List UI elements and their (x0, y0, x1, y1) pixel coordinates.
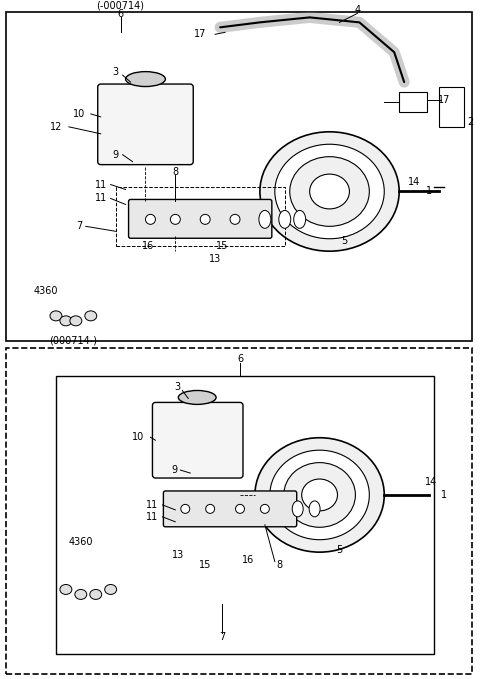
Ellipse shape (284, 462, 355, 528)
Text: 3: 3 (174, 382, 180, 392)
Ellipse shape (85, 311, 97, 321)
Text: 2: 2 (468, 117, 474, 127)
Text: 9: 9 (171, 465, 178, 475)
Ellipse shape (294, 210, 306, 228)
Circle shape (181, 504, 190, 513)
Text: 7: 7 (76, 221, 82, 232)
Text: 13: 13 (209, 254, 221, 264)
Text: 17: 17 (194, 29, 206, 39)
Text: 13: 13 (172, 549, 184, 559)
Text: 8: 8 (172, 166, 179, 177)
Text: 11: 11 (146, 500, 158, 510)
Bar (6, 348, 472, 674)
Text: 16: 16 (242, 555, 254, 565)
FancyBboxPatch shape (163, 491, 297, 527)
Text: 6: 6 (118, 10, 124, 20)
Ellipse shape (50, 311, 62, 321)
Ellipse shape (275, 144, 384, 239)
Bar (56, 375, 434, 654)
Text: (-000714): (-000714) (96, 1, 144, 10)
Circle shape (260, 504, 269, 513)
Text: 11: 11 (146, 512, 158, 522)
Bar (439, 87, 464, 127)
Ellipse shape (60, 585, 72, 594)
Ellipse shape (255, 438, 384, 552)
Ellipse shape (75, 589, 87, 600)
Ellipse shape (90, 589, 102, 600)
FancyBboxPatch shape (98, 84, 193, 164)
Circle shape (200, 215, 210, 224)
Text: 1: 1 (441, 490, 447, 500)
Ellipse shape (309, 501, 320, 517)
Circle shape (236, 504, 244, 513)
Ellipse shape (279, 210, 291, 228)
Ellipse shape (259, 210, 271, 228)
Text: 1: 1 (426, 187, 432, 196)
Text: 11: 11 (95, 194, 107, 204)
Ellipse shape (292, 501, 303, 517)
Text: (000714-): (000714-) (49, 335, 97, 346)
Text: 11: 11 (95, 179, 107, 189)
Ellipse shape (105, 585, 117, 594)
Ellipse shape (302, 479, 337, 511)
Ellipse shape (310, 174, 349, 209)
Bar (116, 187, 285, 246)
Text: 15: 15 (216, 241, 228, 251)
Ellipse shape (178, 390, 216, 405)
Ellipse shape (60, 316, 72, 326)
Text: 8: 8 (277, 559, 283, 570)
Circle shape (170, 215, 180, 224)
Text: 6: 6 (237, 354, 243, 364)
Text: 12: 12 (50, 122, 62, 132)
Ellipse shape (270, 450, 369, 540)
Circle shape (145, 215, 156, 224)
Circle shape (230, 215, 240, 224)
Text: 4360: 4360 (34, 286, 58, 296)
Ellipse shape (290, 157, 369, 226)
Text: 7: 7 (219, 632, 225, 642)
Circle shape (205, 504, 215, 513)
Text: 17: 17 (438, 95, 450, 105)
FancyBboxPatch shape (129, 200, 272, 238)
Text: 4: 4 (354, 5, 360, 16)
Ellipse shape (70, 316, 82, 326)
Text: 5: 5 (341, 236, 348, 246)
Ellipse shape (260, 132, 399, 251)
Text: 10: 10 (132, 433, 144, 442)
FancyBboxPatch shape (153, 403, 243, 478)
Text: 14: 14 (425, 477, 437, 487)
Text: 4360: 4360 (69, 536, 93, 547)
Bar (6, 12, 472, 341)
Bar (399, 92, 427, 112)
Text: 16: 16 (143, 241, 155, 251)
Text: 14: 14 (408, 177, 420, 187)
Text: 5: 5 (336, 545, 343, 555)
Text: 10: 10 (72, 109, 85, 119)
Text: 15: 15 (199, 559, 211, 570)
Ellipse shape (126, 71, 166, 86)
Text: 3: 3 (113, 67, 119, 77)
Text: 9: 9 (113, 149, 119, 160)
